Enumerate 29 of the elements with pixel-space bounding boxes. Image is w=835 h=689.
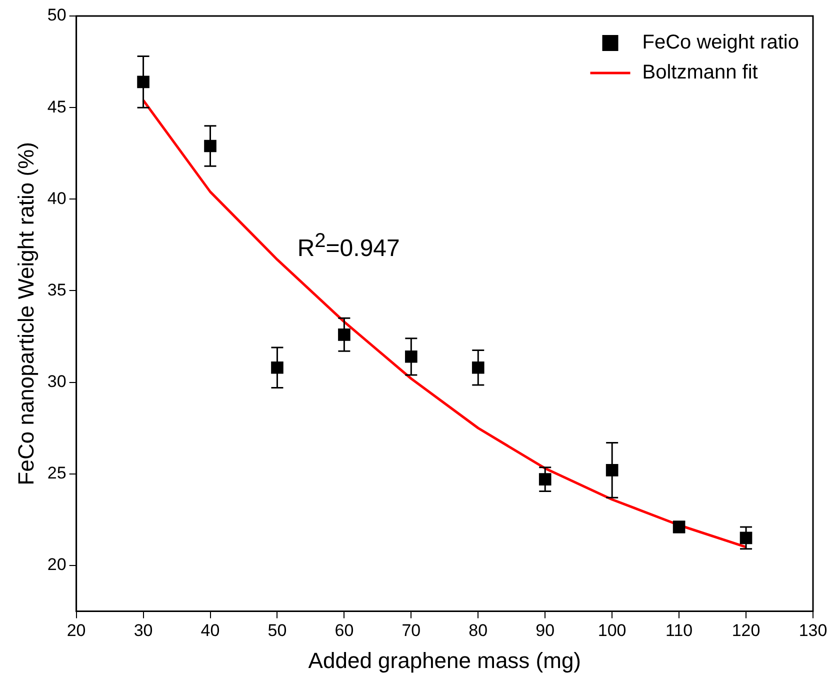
y-tick-label: 35 <box>47 280 66 300</box>
x-tick-label: 70 <box>402 621 421 640</box>
x-tick-label: 120 <box>732 621 760 640</box>
x-tick-label: 100 <box>598 621 626 640</box>
point <box>538 473 552 486</box>
point <box>338 328 350 341</box>
point <box>271 361 284 374</box>
x-tick-label: 20 <box>66 621 86 640</box>
y-tick-label: 25 <box>47 464 66 483</box>
point <box>405 350 418 363</box>
y-axis-title: FeCo nanoparticle Weight ratio (%) <box>13 142 38 486</box>
y-tick-label: 45 <box>47 97 66 116</box>
x-tick-label: 30 <box>134 621 153 640</box>
y-tick-label: 50 <box>47 6 66 25</box>
annotation: R$^{2}$=0.947 <box>297 230 400 264</box>
x-tick-label: 60 <box>334 621 354 640</box>
x-axis-title: Added graphene mass (mg) <box>308 648 582 673</box>
y-tick-label: 40 <box>47 188 66 208</box>
point <box>472 361 484 374</box>
x-tick-label: 50 <box>268 621 287 640</box>
x-tick-label: 40 <box>200 621 220 640</box>
x-tick-label: 80 <box>468 621 488 640</box>
y-tick-label: 20 <box>47 555 66 574</box>
legend-label: Boltzmann fit <box>642 62 758 84</box>
x-tick-label: 90 <box>536 621 555 640</box>
y-tick-label: 30 <box>47 372 66 391</box>
legend-label: FeCo weight ratio <box>642 32 800 54</box>
x-tick-label: 130 <box>798 621 828 640</box>
x-tick-label: 110 <box>666 621 693 640</box>
